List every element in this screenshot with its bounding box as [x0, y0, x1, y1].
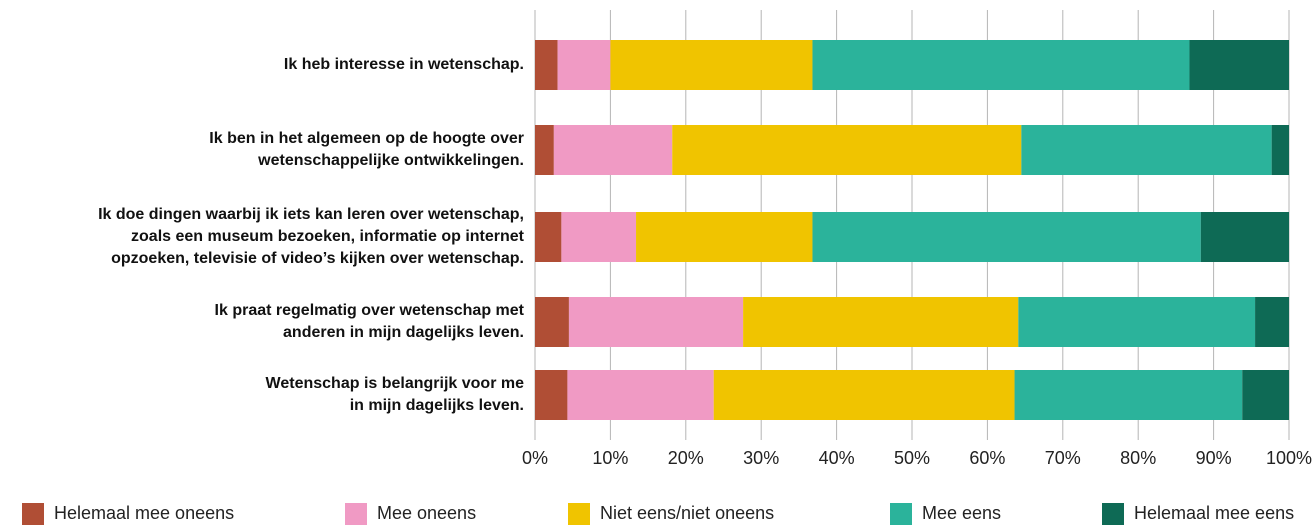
bar-segment [636, 212, 813, 262]
legend-label: Helemaal mee oneens [54, 503, 235, 523]
bar-segment [535, 212, 562, 262]
bar-segment [535, 125, 554, 175]
bar-segment [812, 212, 1201, 262]
bar-segment [567, 370, 714, 420]
bar-segment [743, 297, 1019, 347]
legend-item: Mee eens [890, 502, 1001, 525]
legend-swatch [568, 502, 590, 525]
bar-segment [535, 40, 558, 90]
x-tick-label: 20% [668, 448, 704, 468]
bar-segment [713, 370, 1015, 420]
x-tick-label: 60% [969, 448, 1005, 468]
legend-item: Helemaal mee oneens [22, 502, 234, 525]
bar-segment [1255, 297, 1289, 347]
bar-segment [610, 40, 813, 90]
x-tick-label: 40% [819, 448, 855, 468]
legend-label: Niet eens/niet oneens [600, 503, 775, 523]
bar-segment [561, 212, 637, 262]
category-label: Ik ben in het algemeen op de hoogte over… [209, 130, 524, 169]
legend-label: Helemaal mee eens [1134, 503, 1295, 523]
x-tick-label: 100% [1266, 448, 1312, 468]
stacked-bar-chart: 0% 10% 20% 30% 40% 50% 60% 70% 80% 90% 100% [522, 10, 1312, 468]
category-label: Wetenschap is belangrijk voor me in mijn… [265, 375, 524, 414]
bar-segment [568, 297, 744, 347]
bar-segment [1014, 370, 1243, 420]
category-label: Ik heb interesse in wetenschap. [283, 56, 524, 73]
category-label: Ik doe dingen waarbij ik iets kan leren … [98, 206, 524, 267]
bar-segment [812, 40, 1190, 90]
x-tick-label: 70% [1045, 448, 1081, 468]
x-tick-label: 0% [522, 448, 548, 468]
bar-segment [1018, 297, 1256, 347]
x-tick-label: 10% [592, 448, 628, 468]
bar-segment [535, 297, 569, 347]
bar-segment [535, 370, 568, 420]
legend-swatch [890, 502, 912, 525]
legend: Helemaal mee oneens Mee oneens Niet eens/n… [0, 502, 1316, 525]
legend-swatch [345, 502, 367, 525]
bar-segment [1189, 40, 1289, 90]
bar-segment [1200, 212, 1289, 262]
legend-label: Mee eens [922, 503, 1002, 523]
legend-item: Mee oneens [345, 502, 476, 525]
legend-swatch [1102, 502, 1124, 525]
bar-segment [553, 125, 673, 175]
bar-segment [557, 40, 611, 90]
legend-swatch [22, 502, 44, 525]
category-label: Ik praat regelmatig over wetenschap met … [214, 302, 524, 341]
legend-label: Mee oneens [377, 503, 477, 523]
bars [535, 40, 1289, 420]
legend-item: Helemaal mee eens [1102, 502, 1294, 525]
bar-segment [1242, 370, 1289, 420]
bar-segment [1271, 125, 1289, 175]
x-tick-label: 80% [1120, 448, 1156, 468]
x-tick-label: 50% [894, 448, 930, 468]
bar-segment [672, 125, 1022, 175]
x-axis-tick-labels: 0% 10% 20% 30% 40% 50% 60% 70% 80% 90% 100% [522, 448, 1312, 468]
x-tick-label: 90% [1196, 448, 1232, 468]
bar-segment [1021, 125, 1272, 175]
legend-item: Niet eens/niet oneens [568, 502, 774, 525]
x-tick-label: 30% [743, 448, 779, 468]
